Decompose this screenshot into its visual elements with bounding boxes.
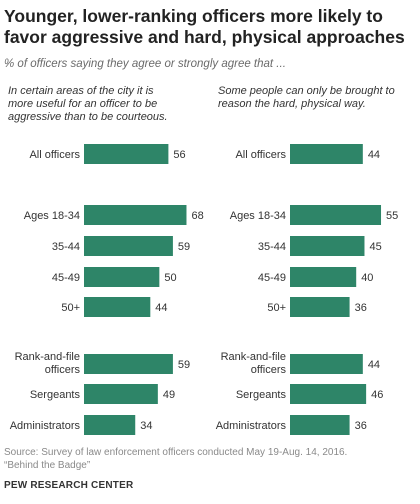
value-label: 59 [178, 359, 190, 371]
category-label: Rank-and-file officers [15, 351, 81, 376]
bar [290, 415, 350, 435]
org-name: PEW RESEARCH CENTER [4, 480, 134, 491]
panel-2: Some people can only be brought to reason… [216, 85, 398, 435]
bar [84, 297, 151, 317]
category-label: 45-49 [258, 272, 286, 284]
bar [84, 205, 187, 225]
category-label: 50+ [61, 302, 80, 314]
category-label: Sergeants [30, 389, 81, 401]
value-label: 56 [173, 149, 185, 161]
value-label: 34 [140, 420, 152, 432]
source-text: Source: Survey of law enforcement office… [4, 447, 348, 458]
bar [290, 205, 382, 225]
bar [84, 267, 160, 287]
value-label: 59 [178, 241, 190, 253]
category-label: Sergeants [236, 389, 287, 401]
category-label: 45-49 [52, 272, 80, 284]
value-label: 36 [355, 302, 367, 314]
category-label: Administrators [216, 420, 287, 432]
panel-2-question: Some people can only be brought to reason… [218, 85, 395, 110]
value-label: 36 [355, 420, 367, 432]
value-label: 50 [164, 272, 176, 284]
category-label: Ages 18-34 [24, 210, 80, 222]
bar [290, 384, 367, 404]
chart-subtitle: % of officers saying they agree or stron… [4, 58, 286, 70]
category-label: 35-44 [52, 241, 80, 253]
chart-title: Younger, lower-ranking officers more lik… [4, 6, 405, 47]
bar [84, 415, 136, 435]
bar [84, 144, 169, 164]
category-label: Ages 18-34 [230, 210, 286, 222]
value-label: 44 [368, 149, 380, 161]
value-label: 44 [368, 359, 380, 371]
category-label: 50+ [267, 302, 286, 314]
bar [290, 297, 350, 317]
category-label: Administrators [10, 420, 81, 432]
value-label: 40 [361, 272, 373, 284]
source-note: Source: Survey of law enforcement office… [4, 446, 347, 472]
bar [290, 144, 363, 164]
value-label: 55 [386, 210, 398, 222]
value-label: 44 [155, 302, 167, 314]
category-label: All officers [235, 149, 286, 161]
category-label: All officers [29, 149, 80, 161]
value-label: 46 [371, 389, 383, 401]
category-label: Rank-and-file officers [221, 351, 287, 376]
bar [290, 267, 357, 287]
bar [290, 354, 363, 374]
value-label: 68 [191, 210, 203, 222]
bar [84, 236, 173, 256]
report-name: “Behind the Badge” [4, 460, 91, 471]
bar [84, 354, 173, 374]
value-label: 45 [369, 241, 381, 253]
panel-1-question: In certain areas of the city it is more u… [8, 85, 168, 123]
panel-1: In certain areas of the city it is more u… [8, 85, 204, 435]
category-label: 35-44 [258, 241, 286, 253]
value-label: 49 [163, 389, 175, 401]
bar [290, 236, 365, 256]
bar [84, 384, 158, 404]
